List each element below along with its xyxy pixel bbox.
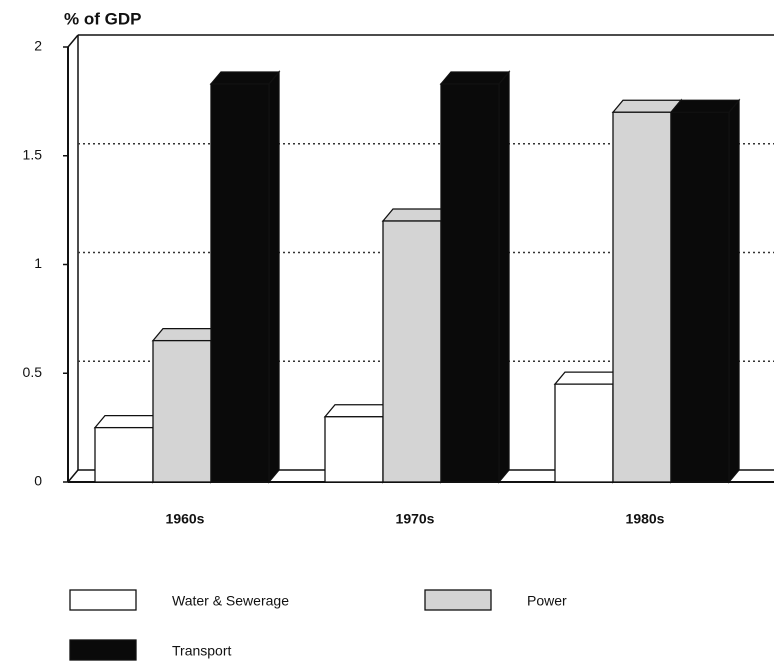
legend-swatch	[69, 639, 137, 661]
wall-top	[67, 34, 79, 48]
bar-top	[611, 99, 683, 113]
x-tick-label: 1970s	[396, 511, 435, 527]
bar	[670, 111, 730, 483]
bar	[152, 339, 212, 483]
x-tick-label: 1960s	[166, 511, 205, 527]
legend-label: Transport	[172, 643, 232, 659]
legend-label: Water & Sewerage	[172, 593, 289, 609]
x-tick-label: 1980s	[626, 511, 665, 527]
legend-swatch	[69, 589, 137, 611]
bar	[554, 383, 614, 483]
bar-top	[669, 99, 741, 113]
bar-side	[728, 98, 740, 484]
bar	[440, 83, 500, 483]
bar	[94, 426, 154, 483]
y-tick-label: 1.5	[23, 146, 43, 162]
bar	[612, 111, 672, 483]
y-tick-label: 0.5	[23, 364, 43, 380]
y-tick-label: 2	[34, 38, 42, 54]
y-axis-label: % of GDP	[64, 9, 141, 28]
bar-top	[209, 71, 281, 85]
legend-swatch	[424, 589, 492, 611]
floor-left	[67, 469, 79, 483]
bar	[382, 220, 442, 483]
bar-top	[439, 71, 511, 85]
y-tick-label: 0	[34, 473, 42, 489]
bar	[210, 83, 270, 483]
bar-side	[498, 70, 510, 484]
bar	[324, 416, 384, 483]
y-tick-label: 1	[34, 255, 42, 271]
legend-label: Power	[527, 593, 567, 609]
bar-side	[268, 70, 280, 484]
